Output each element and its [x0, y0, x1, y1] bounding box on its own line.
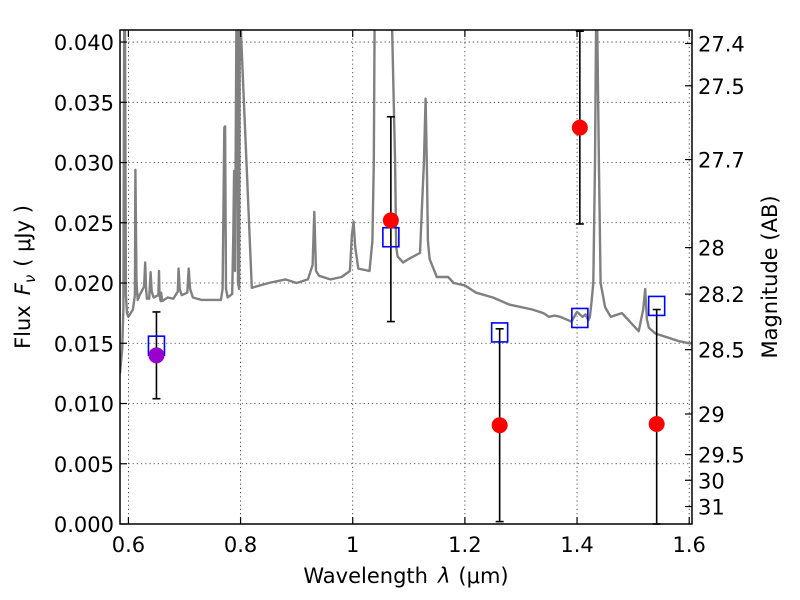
x-tick-label: 0.6 [112, 533, 145, 557]
y-tick-label: 0.000 [54, 513, 114, 537]
observed-flux-point [382, 212, 399, 229]
model-photometry-square [571, 307, 589, 329]
observed-flux-points [148, 119, 665, 434]
x-tick-label: 1.2 [448, 533, 481, 557]
x-tick-label: 1 [346, 533, 359, 557]
spectrum-layer [120, 30, 692, 374]
grid [120, 30, 692, 525]
observed-flux-point [148, 347, 165, 364]
observed-flux-point [571, 119, 588, 136]
y-tick-label: 0.040 [54, 31, 114, 55]
x-tick-label: 1.4 [560, 533, 593, 557]
model-photometry-square [647, 295, 666, 317]
right-tick-label: 28.5 [698, 339, 745, 363]
right-tick-label: 28.2 [698, 283, 745, 307]
x-tick-label: 0.8 [224, 533, 257, 557]
right-tick-label: 29 [698, 403, 725, 427]
plot-frame [119, 29, 693, 525]
right-tick-label: 27.4 [698, 32, 745, 56]
y-axis-label: FluxFν( μJy ) [11, 205, 39, 349]
y-tick-label: 0.030 [54, 152, 114, 176]
y-tick-label: 0.025 [54, 212, 114, 236]
y-tick-label: 0.005 [54, 453, 114, 477]
observed-flux-point [491, 417, 508, 434]
x-axis-label: Wavelength λ (μm) [303, 564, 508, 588]
model-photometry-points [147, 226, 666, 356]
model-photometry-square [490, 322, 509, 343]
model-spectrum-line [120, 30, 692, 374]
x-tick-label: 1.6 [672, 533, 705, 557]
right-tick-label: 30 [698, 469, 725, 493]
y-tick-label: 0.020 [54, 272, 114, 296]
y-tick-label: 0.035 [54, 91, 114, 115]
y-tick-label: 0.010 [54, 393, 114, 417]
error-bars [152, 30, 661, 525]
axis-ticks: 0.6 0.8 1 1.2 1.4 1.6 0.000 0.005 0.010 0.015 0.02… [54, 30, 745, 557]
right-tick-label: 29.5 [698, 444, 745, 468]
right-axis-label: Magnitude (AB) [758, 195, 782, 358]
y-tick-label: 0.015 [54, 332, 114, 356]
observed-flux-point [648, 415, 665, 432]
right-tick-label: 27.7 [698, 149, 745, 173]
right-tick-label: 31 [698, 496, 725, 520]
right-tick-label: 27.5 [698, 75, 745, 99]
right-tick-label: 28 [698, 237, 725, 261]
